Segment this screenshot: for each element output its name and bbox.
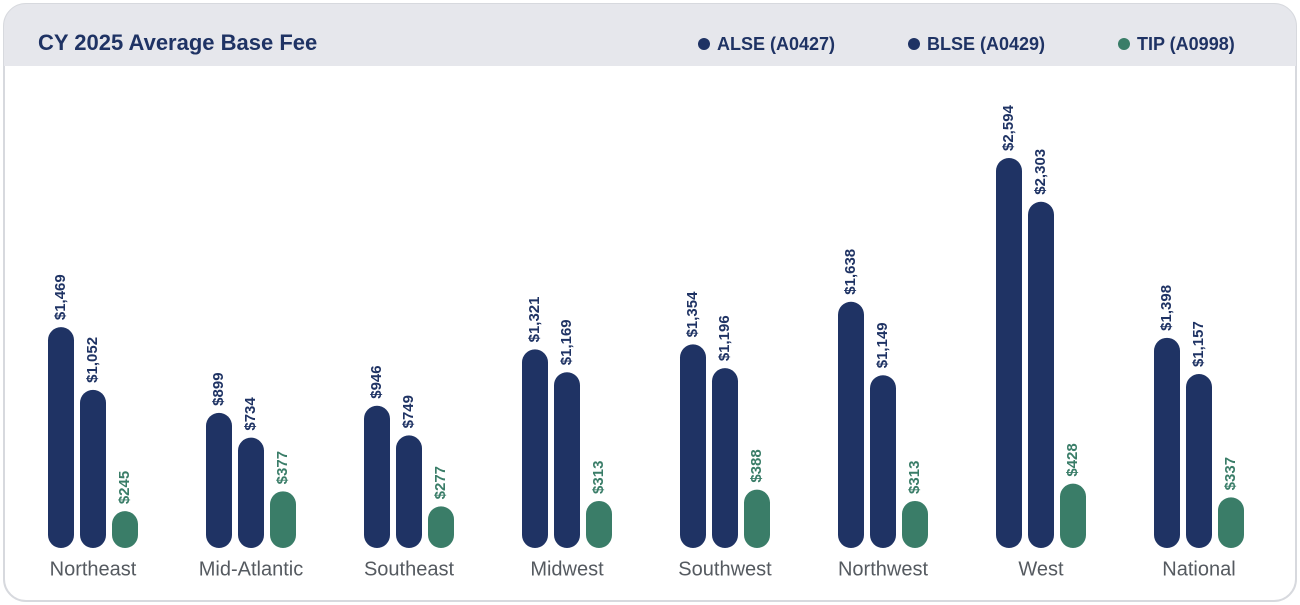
legend-marker (1118, 38, 1130, 50)
value-label: $1,052 (84, 337, 101, 383)
value-label: $749 (400, 395, 417, 428)
bar (270, 491, 296, 548)
bar (48, 327, 74, 548)
x-tick-label: West (1018, 558, 1064, 580)
bar (112, 511, 138, 548)
chart-title: CY 2025 Average Base Fee (38, 30, 317, 55)
bar (238, 437, 264, 548)
bar (554, 372, 580, 548)
legend-label: ALSE (A0427) (717, 34, 835, 54)
bar (364, 405, 390, 548)
bar (1154, 337, 1180, 548)
x-tick-label: National (1162, 558, 1235, 580)
value-label: $388 (748, 449, 765, 482)
value-label: $313 (590, 461, 607, 494)
value-label: $946 (368, 365, 385, 398)
value-label: $1,321 (526, 297, 543, 343)
value-label: $1,196 (716, 315, 733, 361)
value-label: $245 (116, 471, 133, 504)
bar (206, 412, 232, 548)
value-label: $428 (1064, 443, 1081, 476)
value-label: $1,149 (874, 322, 891, 368)
value-label: $337 (1222, 457, 1239, 490)
bar (428, 506, 454, 548)
x-tick-label: Southeast (364, 558, 455, 580)
bar (838, 301, 864, 548)
bar (1186, 374, 1212, 548)
x-tick-label: Midwest (530, 558, 604, 580)
bar (522, 349, 548, 548)
bar (680, 344, 706, 548)
x-tick-label: Northeast (50, 558, 137, 580)
value-label: $734 (242, 397, 259, 431)
x-tick-label: Northwest (838, 558, 928, 580)
bar (902, 500, 928, 548)
bar (80, 389, 106, 548)
value-label: $313 (906, 461, 923, 494)
legend-label: BLSE (A0429) (927, 34, 1045, 54)
value-label: $1,354 (684, 291, 701, 338)
value-label: $1,638 (842, 249, 859, 295)
legend-marker (908, 38, 920, 50)
value-label: $899 (210, 372, 227, 405)
value-label: $1,398 (1158, 285, 1175, 331)
bar (744, 489, 770, 548)
bar (1218, 497, 1244, 548)
bar (1060, 483, 1086, 548)
value-label: $1,169 (558, 319, 575, 365)
x-tick-label: Mid-Atlantic (199, 558, 303, 580)
card (3, 3, 1297, 602)
value-label: $1,157 (1190, 321, 1207, 367)
header-band (4, 4, 1296, 66)
bar (396, 435, 422, 548)
legend-marker (698, 38, 710, 50)
bar (712, 368, 738, 548)
bar (1028, 201, 1054, 548)
value-label: $1,469 (52, 274, 69, 320)
value-label: $377 (274, 451, 291, 484)
bar (586, 500, 612, 548)
legend-label: TIP (A0998) (1137, 34, 1235, 54)
bar (870, 375, 896, 548)
value-label: $277 (432, 466, 449, 499)
value-label: $2,303 (1032, 149, 1049, 195)
value-label: $2,594 (1000, 104, 1017, 151)
bar (996, 158, 1022, 548)
x-tick-label: Southwest (678, 558, 772, 580)
